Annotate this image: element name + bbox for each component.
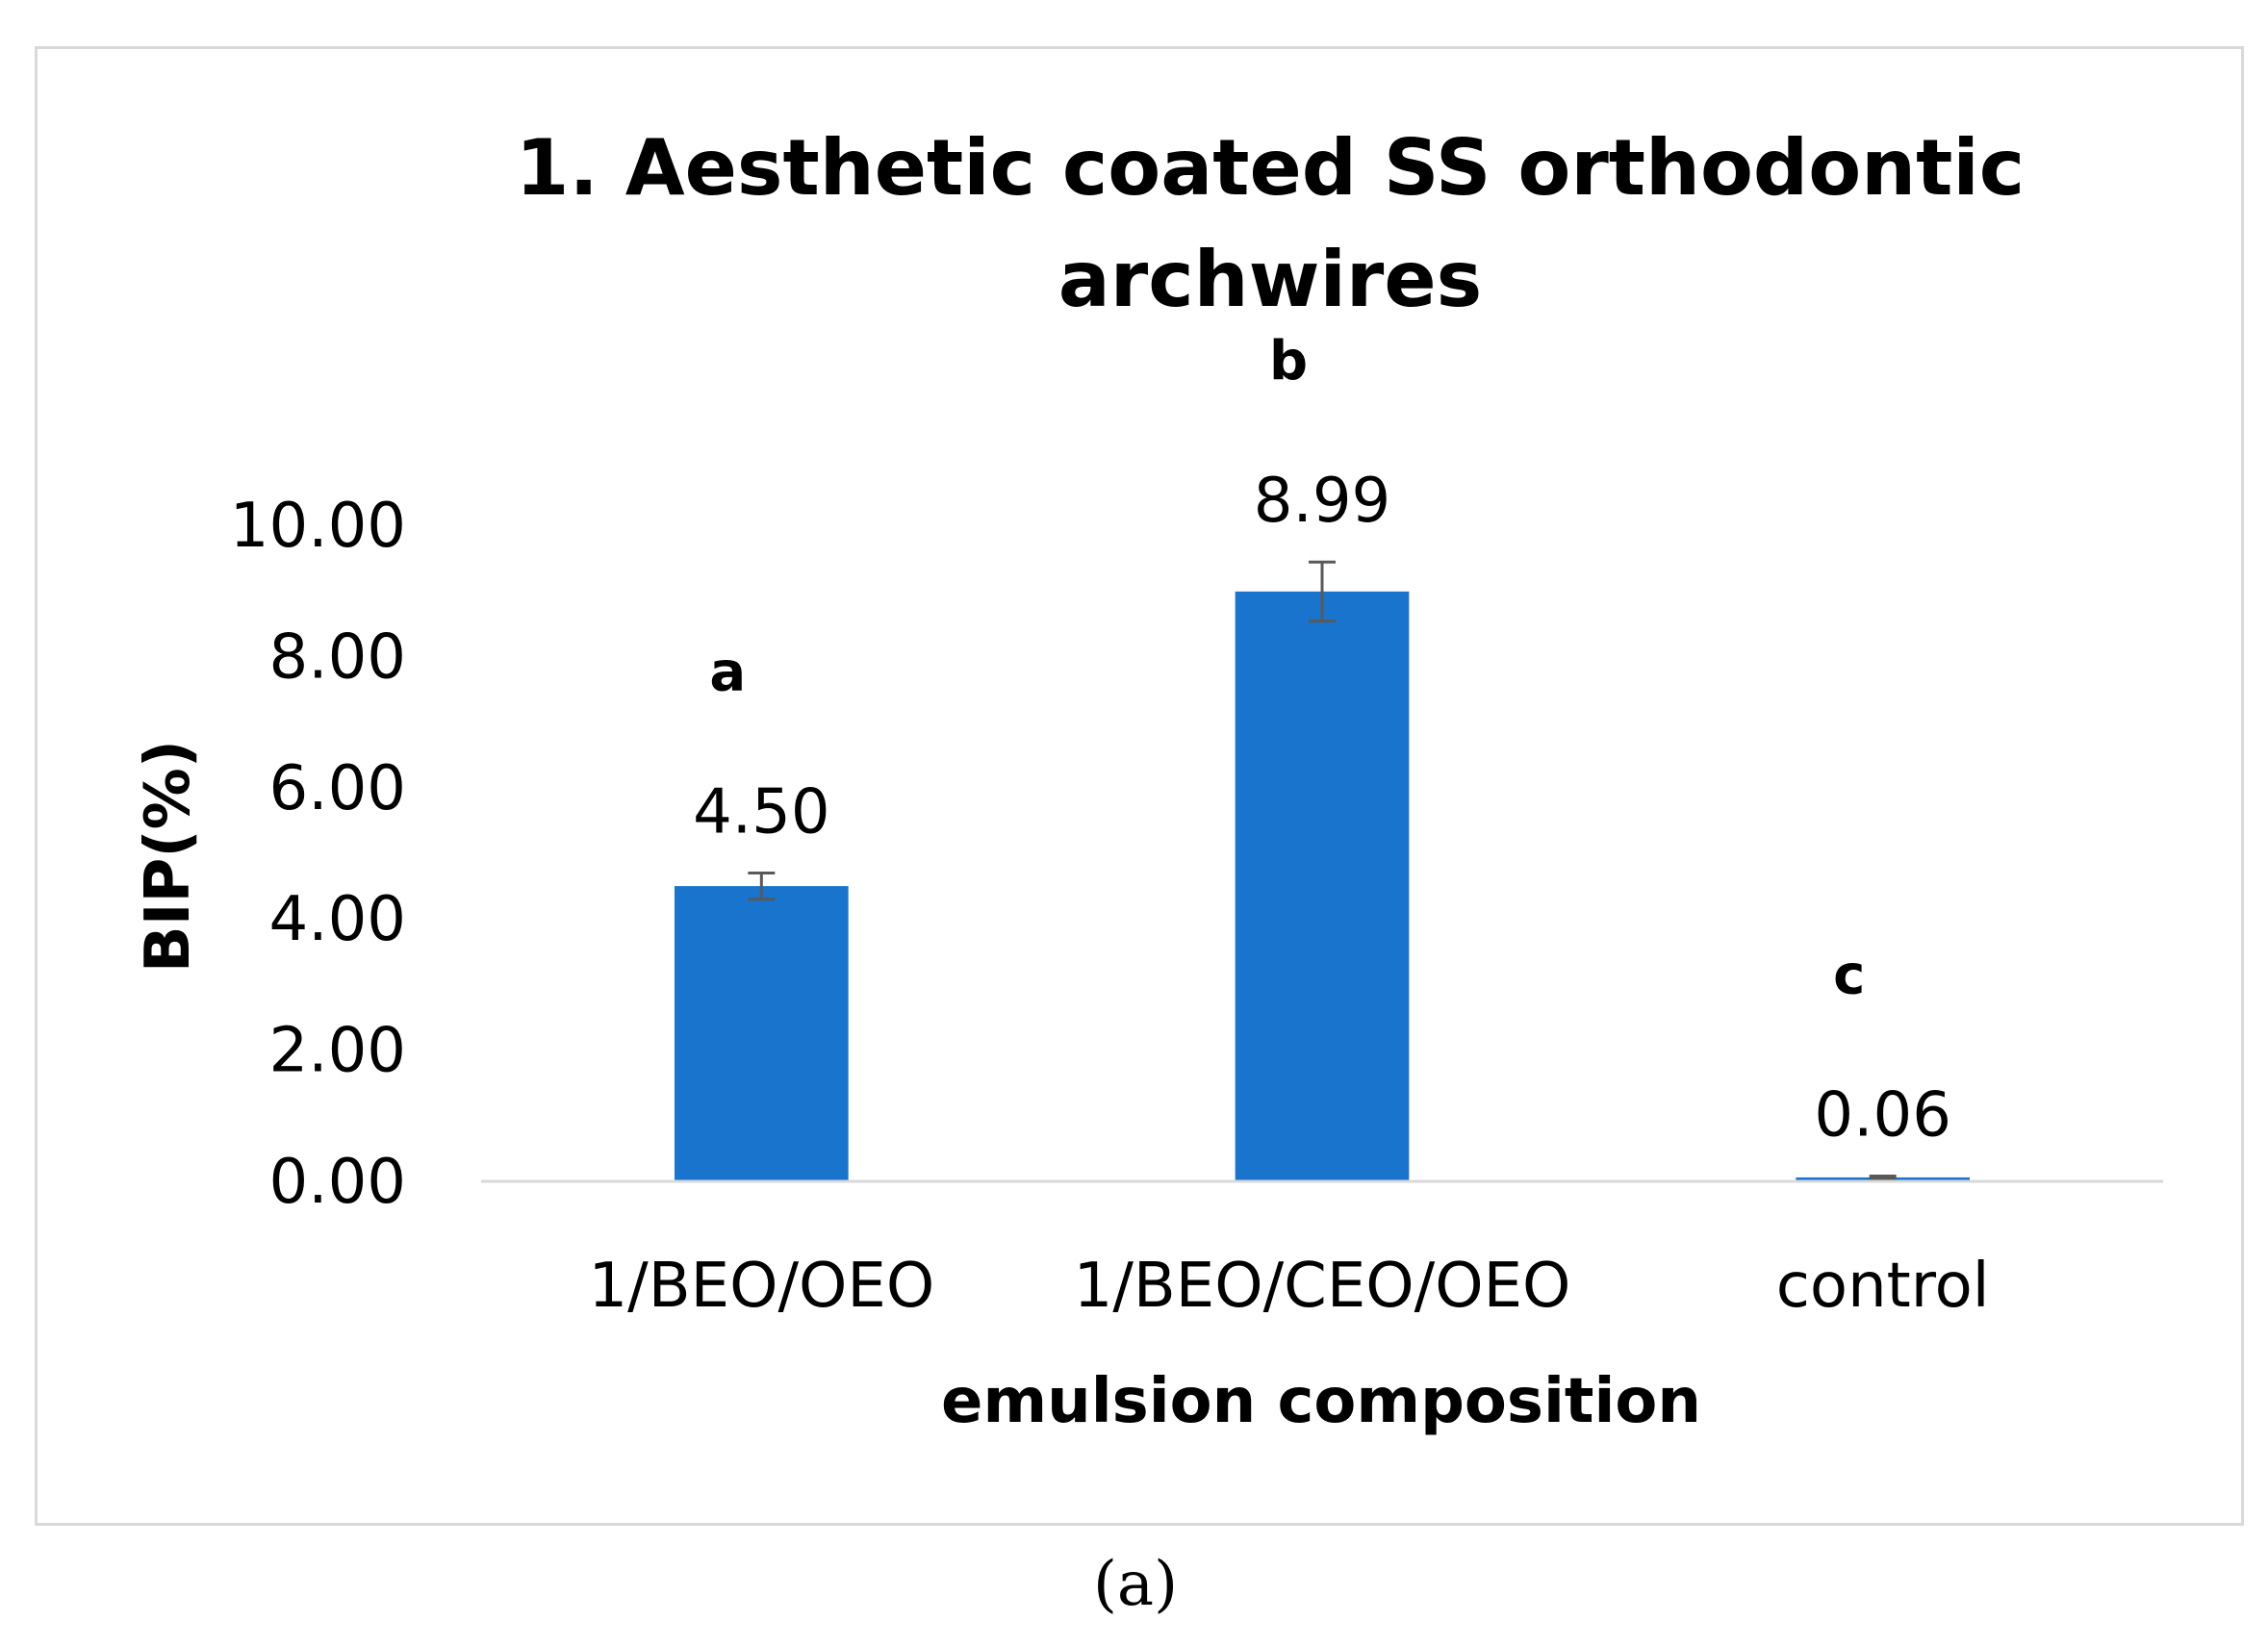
category-label: control [1776, 1251, 1990, 1322]
data-label: 4.50 [693, 776, 830, 848]
chart-frame [35, 46, 2244, 1526]
figure-caption: (a) [1093, 1549, 1178, 1620]
category-label: 1/BEO/CEO/OEO [1074, 1251, 1571, 1322]
y-tick-label: 0.00 [269, 1147, 407, 1218]
x-axis-title: emulsion composition [941, 1366, 1701, 1437]
error-bar [748, 871, 776, 901]
significance-letter: c [1833, 945, 1865, 1007]
chart-title: 1. Aesthetic coated SS orthodontic archw… [516, 123, 2025, 324]
y-tick-label: 8.00 [269, 621, 407, 693]
data-label: 8.99 [1254, 466, 1391, 537]
significance-letter: a [709, 641, 746, 703]
data-label: 0.06 [1814, 1080, 1951, 1152]
error-bars [748, 560, 1897, 1180]
bar [675, 886, 849, 1181]
bars [675, 591, 1970, 1181]
y-axis-tick-labels: 0.00 2.00 4.00 6.00 8.00 10.00 [230, 491, 406, 1218]
x-axis-category-labels: 1/BEO/OEO 1/BEO/CEO/OEO control [588, 1251, 1989, 1322]
y-tick-label: 2.00 [269, 1016, 407, 1087]
y-tick-label: 4.00 [269, 884, 407, 955]
category-label: 1/BEO/OEO [588, 1251, 934, 1322]
data-labels: 4.50 8.99 0.06 [693, 466, 1951, 1151]
chart-title-line-2: archwires [1058, 235, 1482, 324]
significance-letter: b [1269, 330, 1308, 393]
y-axis-title: BIP(%) [133, 740, 204, 973]
error-bar [1309, 560, 1336, 623]
chart-title-line-1: 1. Aesthetic coated SS orthodontic [516, 123, 2025, 213]
error-bar [1869, 1175, 1897, 1180]
significance-letters: a b c [709, 330, 1865, 1006]
y-tick-label: 10.00 [230, 491, 406, 562]
bar [1235, 591, 1410, 1181]
y-tick-label: 6.00 [269, 753, 407, 824]
